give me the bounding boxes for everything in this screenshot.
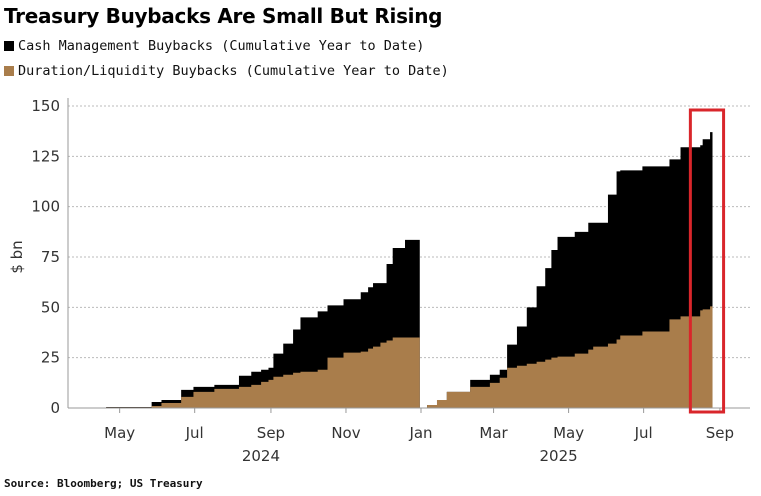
legend-item-cash: Cash Management Buybacks (Cumulative Yea…	[4, 38, 424, 54]
x-tick-label: Nov	[331, 424, 360, 442]
y-tick-label: 50	[41, 298, 60, 316]
legend-swatch-cash	[4, 41, 14, 51]
x-tick-label: Jan	[408, 424, 432, 442]
source-note: Source: Bloomberg; US Treasury	[4, 477, 203, 490]
x-tick-label: Sep	[257, 424, 285, 442]
y-tick-label: 100	[31, 198, 60, 216]
year-label: 2024	[242, 447, 280, 465]
y-tick-label: 0	[50, 399, 60, 417]
x-tick-label: Sep	[706, 424, 734, 442]
legend-label-duration: Duration/Liquidity Buybacks (Cumulative …	[18, 63, 449, 79]
duration-buybacks-area-2025	[427, 306, 713, 408]
x-tick-label: May	[104, 424, 135, 442]
highlight-box	[688, 108, 726, 414]
x-tick-label: Jul	[634, 424, 653, 442]
x-tick-label: May	[553, 424, 584, 442]
legend-label-cash: Cash Management Buybacks (Cumulative Yea…	[18, 38, 425, 54]
y-tick-label: 125	[31, 147, 60, 165]
x-tick-label: Mar	[479, 424, 508, 442]
legend-item-duration: Duration/Liquidity Buybacks (Cumulative …	[4, 63, 449, 79]
duration-buybacks-area-2024	[82, 337, 420, 408]
chart-title: Treasury Buybacks Are Small But Rising	[4, 4, 443, 28]
year-label: 2025	[540, 447, 578, 465]
x-tick-label: Jul	[185, 424, 204, 442]
legend-swatch-duration	[4, 66, 14, 76]
y-tick-label: 150	[31, 97, 60, 115]
y-axis-label: $ bn	[8, 240, 26, 273]
y-tick-label: 75	[41, 248, 60, 266]
y-tick-label: 25	[41, 349, 60, 367]
